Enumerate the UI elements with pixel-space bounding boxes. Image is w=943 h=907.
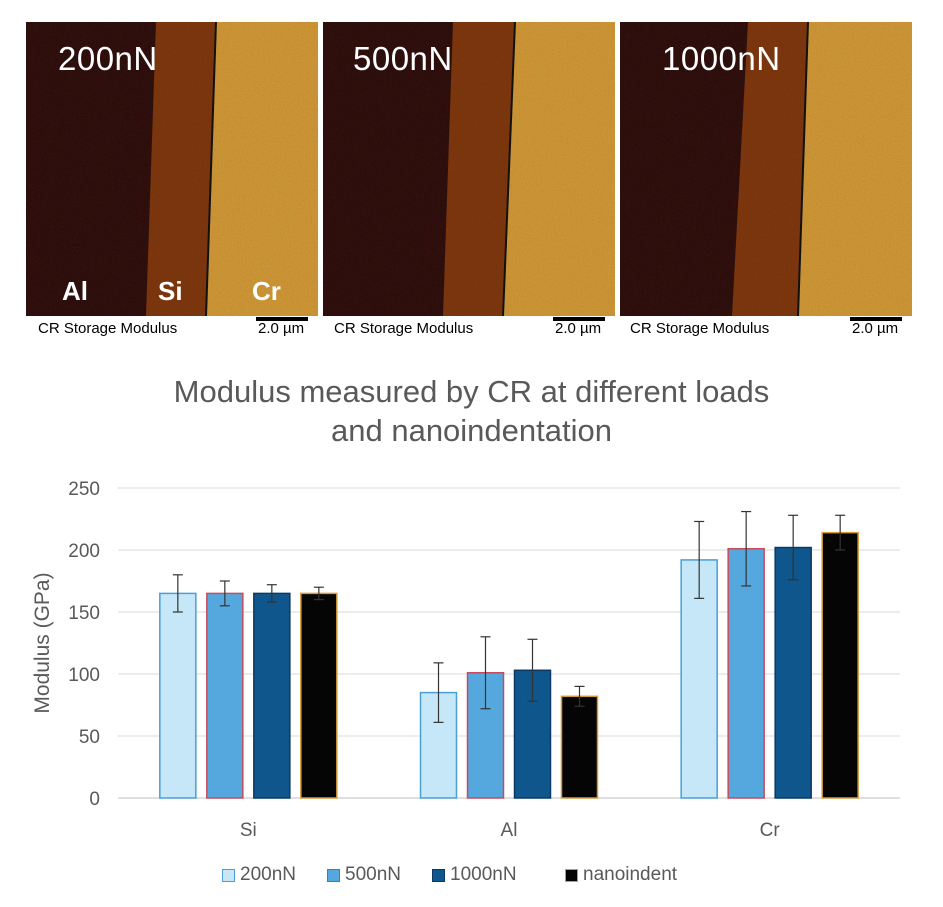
material-label-cr: Cr xyxy=(252,276,281,306)
legend-label: 1000nN xyxy=(450,864,517,885)
scale-label: 2.0 µm xyxy=(258,320,305,337)
panel-caption-200nN: CR Storage Modulus xyxy=(38,320,178,337)
legend-label: 200nN xyxy=(240,864,296,885)
scale-label: 2.0 µm xyxy=(852,320,899,337)
chart-title: Modulus measured by CR at different load… xyxy=(0,372,943,450)
scale-bar xyxy=(850,317,902,321)
y-tick-label: 100 xyxy=(68,665,100,686)
chart-title-line-2: and nanoindentation xyxy=(331,413,612,448)
bar-chart: 0 50 100 150 200 250 Modulus (GPa) Si Al Cr xyxy=(31,479,900,841)
load-label: 500nN xyxy=(353,40,453,77)
afm-image-200nN xyxy=(26,22,318,316)
material-label-si: Si xyxy=(158,276,183,306)
afm-panel-1000nN: 1000nN xyxy=(620,22,912,316)
legend-label: 500nN xyxy=(345,864,401,885)
x-category-label: Al xyxy=(501,820,518,841)
bar-1000nN-Cr xyxy=(774,546,812,799)
x-category-label: Cr xyxy=(760,820,781,841)
legend-item-500nN: 500nN xyxy=(327,863,401,887)
scale-bar xyxy=(256,317,308,321)
legend-swatch xyxy=(565,868,578,882)
scale-label: 2.0 µm xyxy=(555,320,602,337)
bar-200nN-Si xyxy=(159,592,197,799)
chart-title-line-1: Modulus measured by CR at different load… xyxy=(173,374,770,409)
y-tick-label: 200 xyxy=(68,541,100,562)
afm-panel-500nN: 500nN xyxy=(323,22,615,316)
bar-500nN-Si xyxy=(206,592,244,799)
x-category-label: Si xyxy=(240,820,257,841)
legend-swatch xyxy=(327,868,340,882)
afm-image-1000nN xyxy=(620,22,912,316)
legend-item-200nN: 200nN xyxy=(222,863,296,887)
y-axis-label: Modulus (GPa) xyxy=(31,572,54,713)
y-tick-label: 150 xyxy=(68,603,100,624)
load-label: 1000nN xyxy=(662,40,781,77)
legend-item-nanoindent: nanoindent xyxy=(565,863,677,887)
y-tick-label: 250 xyxy=(68,479,100,500)
legend-swatch xyxy=(222,868,235,882)
legend-label: nanoindent xyxy=(583,864,678,885)
legend-item-1000nN: 1000nN xyxy=(432,863,517,887)
load-label: 200nN xyxy=(58,40,158,77)
afm-panel-200nN: 200nN Al Si Cr xyxy=(26,22,318,316)
bar-1000nN-Si xyxy=(253,592,291,799)
bar-nanoindent-Al xyxy=(560,695,599,799)
bar-nanoindent-Cr xyxy=(821,531,859,799)
legend-swatch xyxy=(432,868,445,882)
bar-200nN-Cr xyxy=(680,559,718,799)
y-tick-label: 50 xyxy=(79,727,100,748)
scale-bar xyxy=(553,317,605,321)
bar-nanoindent-Si xyxy=(300,592,338,799)
chart-legend: 200nN 500nN 1000nN nanoindent xyxy=(0,863,943,887)
afm-image-500nN xyxy=(323,22,615,316)
y-tick-label: 0 xyxy=(89,789,100,810)
material-label-al: Al xyxy=(62,276,88,306)
panel-caption-500nN: CR Storage Modulus xyxy=(334,320,474,337)
bar-500nN-Cr xyxy=(727,548,765,799)
panel-caption-1000nN: CR Storage Modulus xyxy=(630,320,770,337)
